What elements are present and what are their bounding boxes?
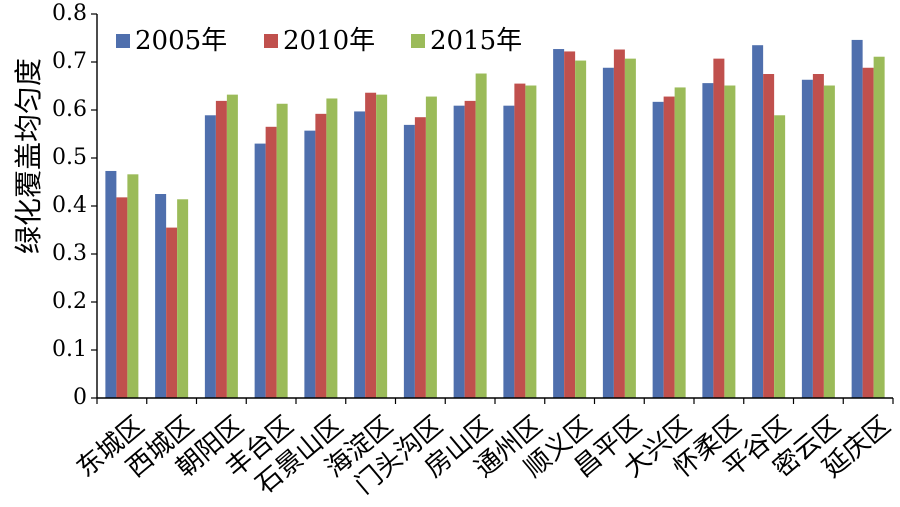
y-tick-label: 0.5 [52,145,87,170]
legend: 2005年 2010年 2015年 [116,26,522,56]
bar [464,100,476,398]
legend-swatch [411,34,425,48]
bar [503,105,515,399]
legend-label: 2005年 [135,26,227,56]
bar [873,56,885,398]
legend-swatch [116,34,130,48]
bar [177,199,189,398]
bar [702,83,714,399]
bar [812,74,824,398]
bar [774,115,786,398]
bar [326,98,338,398]
bar [602,67,614,398]
bar [425,96,437,398]
bar [414,117,426,398]
bar [105,170,117,398]
legend-label: 2015年 [430,26,522,56]
bar [652,101,664,398]
bar [475,73,487,399]
bar [453,105,465,399]
bar [166,227,178,398]
bar-series-group [105,39,885,399]
bar [376,94,388,398]
bar [215,100,227,398]
y-tick-label: 0.1 [52,337,87,362]
y-tick-label: 0 [73,385,87,410]
bar [713,58,725,398]
y-tick-label: 0.2 [52,289,87,314]
bar [514,83,526,398]
bar [276,103,288,398]
legend-item: 2015年 [411,26,522,56]
bar [127,174,139,398]
bar [315,113,327,398]
series-1 [105,39,863,399]
bar [553,49,565,398]
bar [564,51,576,398]
bar [663,96,675,398]
x-tick-labels: 东城区西城区朝阳区丰台区石景山区海淀区门头沟区房山区通州区顺义区昌平区大兴区怀柔… [71,410,896,500]
bar [265,126,277,399]
bar [624,58,636,398]
y-tick-label: 0.3 [52,241,87,266]
bar [763,74,775,398]
legend-swatch [264,34,278,48]
series-3 [127,56,885,399]
bar [613,49,625,399]
axes [96,14,894,404]
legend-item: 2010年 [264,26,375,56]
bar [226,94,238,398]
y-tick-label: 0.7 [52,49,87,74]
bar [304,130,316,398]
bar [823,85,835,399]
y-tick-labels: 0 0.1 0.2 0.3 0.4 0.5 0.6 0.7 0.8 [52,1,87,410]
bar [851,39,863,399]
bar [801,79,813,398]
series-2 [116,49,874,399]
bar [116,197,128,398]
y-axis-gridlines [91,13,97,399]
bar [674,87,686,398]
bar [204,115,216,398]
bar [752,45,764,398]
y-tick-label: 0.8 [52,1,87,26]
bar [862,67,874,398]
y-axis-label: 绿化覆盖均匀度 [12,58,45,254]
bar [724,85,736,399]
bar [403,124,415,398]
bar [365,92,377,398]
y-tick-label: 0.6 [52,97,87,122]
bar [155,194,167,398]
bar [254,143,266,398]
bar [354,111,366,398]
bar [575,60,587,399]
legend-item: 2005年 [116,26,227,56]
legend-label: 2010年 [283,26,375,56]
y-tick-label: 0.4 [52,193,87,218]
bar [525,85,537,399]
